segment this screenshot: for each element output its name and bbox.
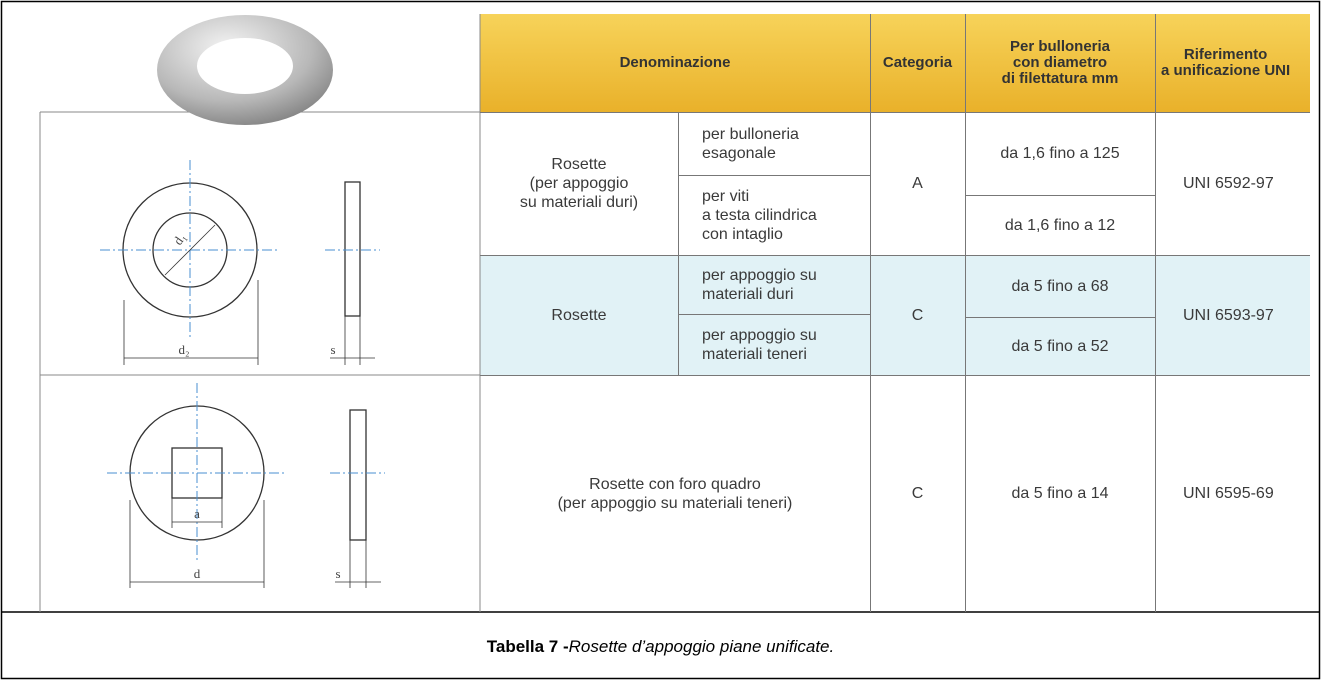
caption: Tabella 7 - Rosette d’appoggio piane uni… <box>0 612 1321 680</box>
dim-label: s <box>330 342 335 357</box>
cell: per appoggio su materiali duri <box>702 266 817 303</box>
dim-label: d₂ <box>178 342 189 357</box>
dim-label: s <box>335 566 340 581</box>
cell: C <box>911 485 924 502</box>
dim-label: d <box>194 566 201 581</box>
cell: A <box>912 175 923 192</box>
header-cell: Riferimento a unificazione UNI <box>1161 46 1291 79</box>
cell: Rosette con foro quadro (per appoggio su… <box>557 475 793 512</box>
header-cell: Denominazione <box>619 54 731 71</box>
cell: UNI 6595-69 <box>1183 485 1274 502</box>
cell: da 5 fino a 68 <box>1011 277 1109 295</box>
cell: UNI 6592-97 <box>1183 175 1274 192</box>
cell: da 1,6 fino a 125 <box>1000 145 1120 162</box>
cell: per viti a testa cilindrica con intaglio <box>702 187 817 243</box>
header-cell: Categoria <box>882 54 953 71</box>
cell: da 5 fino a 52 <box>1011 337 1109 355</box>
cell: per bulloneria esagonale <box>702 125 799 162</box>
cell: per appoggio su materiali teneri <box>702 326 817 363</box>
dim-label: d₁ <box>170 230 189 248</box>
cell: Rosette <box>551 306 607 324</box>
dim-label: a <box>194 506 200 521</box>
header-cell: Per bulloneria con diametro di filettatu… <box>1001 38 1119 87</box>
caption-text: Rosette d’appoggio piane unificate. <box>568 636 835 656</box>
cell: UNI 6593-97 <box>1183 306 1274 324</box>
cell: da 1,6 fino a 12 <box>1004 216 1116 234</box>
cell: C <box>911 306 924 324</box>
cell: da 5 fino a 14 <box>1011 485 1109 502</box>
cell: Rosette (per appoggio su materiali duri) <box>519 156 639 211</box>
caption-label: Tabella 7 - <box>486 636 569 656</box>
